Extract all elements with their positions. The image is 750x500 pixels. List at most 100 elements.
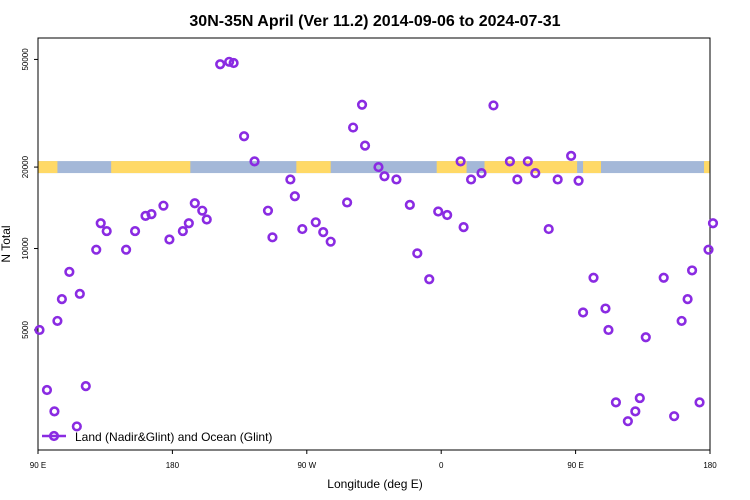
- data-point: [146, 209, 157, 220]
- y-tick-label: 10000: [21, 237, 30, 260]
- x-tick-label: 90 E: [30, 461, 46, 470]
- x-tick-label: 180: [166, 461, 180, 470]
- data-point: [634, 392, 645, 404]
- data-point: [158, 200, 169, 211]
- data-point: [201, 214, 212, 225]
- x-axis: 90 E 180 90 W 0 90 E 180: [30, 450, 717, 470]
- data-point: [347, 122, 359, 133]
- data-point: [121, 244, 132, 255]
- data-point: [669, 411, 680, 422]
- data-point: [682, 294, 693, 305]
- data-point: [189, 198, 200, 209]
- x-axis-title: Longitude (deg E): [327, 477, 422, 491]
- data-point: [552, 174, 563, 185]
- data-point: [391, 174, 402, 185]
- data-point: [164, 234, 175, 245]
- data-point: [640, 332, 651, 343]
- y-axis-title: N Total: [0, 225, 13, 262]
- legend-label: Land (Nadir&Glint) and Ocean (Glint): [75, 430, 272, 444]
- x-tick-label: 0: [439, 461, 444, 470]
- data-point: [49, 406, 60, 417]
- data-point: [600, 303, 611, 314]
- y-tick-label: 5000: [21, 321, 30, 339]
- data-point: [318, 227, 329, 238]
- y-axis: 5000 10000 20000 50000: [21, 48, 38, 339]
- data-point: [658, 272, 669, 283]
- legend: Land (Nadir&Glint) and Ocean (Glint): [42, 430, 272, 444]
- data-series: [34, 56, 719, 432]
- data-point: [41, 384, 53, 396]
- data-point: [177, 225, 188, 237]
- data-point: [465, 174, 477, 185]
- data-point: [404, 199, 415, 210]
- data-point: [488, 100, 499, 111]
- data-point: [424, 274, 435, 285]
- y-tick-label: 20000: [21, 155, 30, 178]
- data-point: [262, 205, 274, 216]
- x-tick-label: 90 E: [567, 461, 583, 470]
- data-point: [442, 209, 453, 221]
- data-point: [91, 244, 102, 255]
- data-point: [630, 406, 641, 417]
- data-point: [676, 315, 687, 327]
- data-point: [543, 223, 554, 235]
- data-point: [458, 221, 469, 233]
- land-band-segment: [583, 161, 601, 174]
- data-point: [80, 381, 91, 392]
- data-point: [573, 175, 584, 186]
- land-band-segment: [436, 161, 467, 174]
- data-point: [694, 397, 705, 408]
- data-point: [455, 156, 466, 167]
- land-band-segment: [111, 161, 191, 174]
- data-point: [522, 156, 533, 167]
- data-point: [356, 99, 368, 110]
- data-point: [34, 324, 45, 336]
- data-point: [197, 205, 208, 216]
- data-point: [52, 315, 63, 327]
- data-point: [183, 218, 194, 229]
- data-point: [603, 324, 614, 336]
- data-point: [342, 197, 353, 208]
- data-point: [707, 218, 719, 229]
- data-point: [373, 161, 384, 173]
- data-point: [566, 150, 577, 161]
- data-point: [228, 57, 239, 69]
- data-point: [686, 265, 698, 276]
- land-band-segment: [38, 161, 58, 174]
- data-point: [224, 56, 235, 67]
- data-point: [101, 225, 112, 237]
- x-tick-label: 180: [703, 461, 717, 470]
- data-point: [56, 294, 67, 305]
- data-point: [285, 174, 296, 185]
- data-point: [433, 206, 444, 217]
- data-point: [610, 397, 622, 408]
- data-point: [577, 307, 589, 318]
- data-point: [379, 171, 390, 182]
- land-band-segment: [296, 161, 331, 174]
- data-point: [71, 421, 82, 432]
- data-point: [530, 168, 541, 179]
- data-point: [215, 59, 226, 70]
- x-tick-label: 90 W: [297, 461, 316, 470]
- data-point: [622, 416, 633, 427]
- data-point: [267, 232, 278, 243]
- data-point: [512, 174, 523, 185]
- legend-marker: [48, 430, 60, 442]
- data-point: [297, 223, 308, 235]
- plot-frame: [37, 37, 711, 451]
- data-point: [249, 156, 260, 167]
- y-tick-label: 50000: [21, 48, 30, 71]
- chart-title: 30N-35N April (Ver 11.2) 2014-09-06 to 2…: [189, 13, 560, 30]
- data-point: [359, 140, 371, 151]
- data-point: [412, 248, 423, 259]
- data-point: [476, 168, 487, 179]
- data-point: [95, 218, 106, 229]
- land-band-segment: [704, 161, 710, 174]
- data-point: [74, 288, 85, 299]
- data-point: [289, 191, 300, 202]
- data-point: [64, 266, 75, 277]
- data-point: [310, 217, 321, 228]
- data-point: [504, 156, 515, 167]
- data-point: [588, 272, 599, 283]
